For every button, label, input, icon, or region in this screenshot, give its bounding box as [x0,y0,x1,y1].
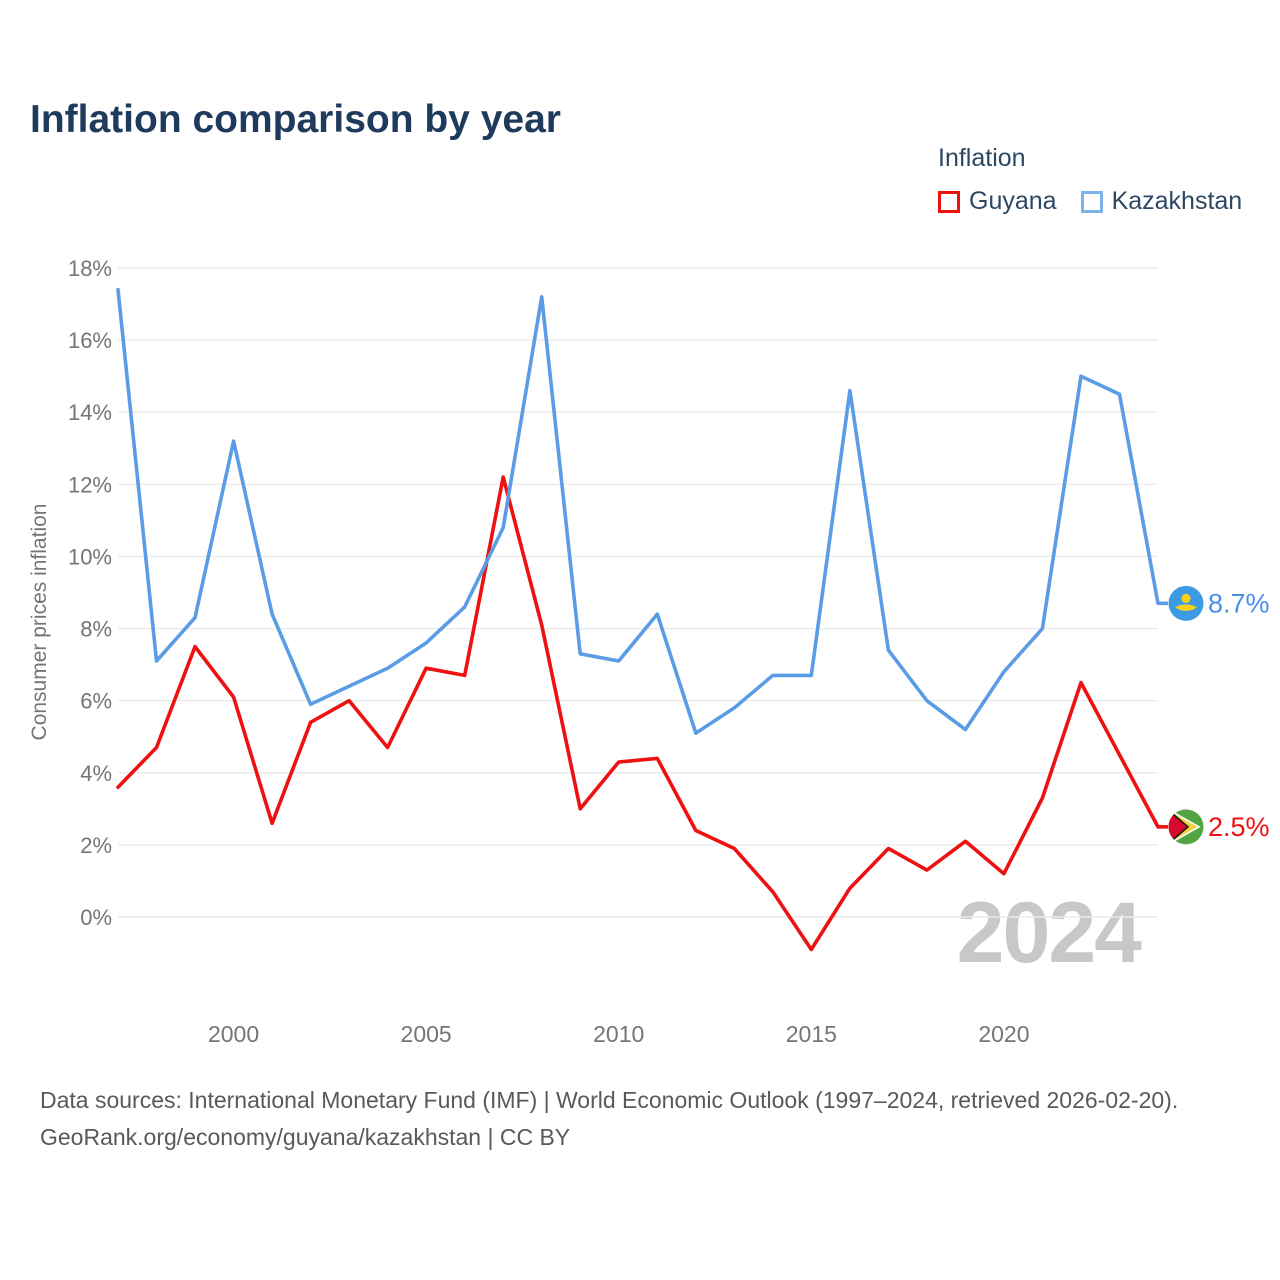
x-tick-label: 2010 [593,1021,644,1047]
y-tick-label: 2% [80,833,112,858]
x-tick-label: 2015 [786,1021,837,1047]
y-axis-title: Consumer prices inflation [28,504,51,741]
data-sources-text: Data sources: International Monetary Fun… [40,1087,1179,1113]
x-tick-label: 2000 [208,1021,259,1047]
legend-label-guyana: Guyana [969,187,1057,215]
legend-label-kazakhstan: Kazakhstan [1111,187,1243,215]
chart-legend: Inflation Guyana Kazakhstan [938,144,1250,216]
y-tick-label: 4% [80,761,112,786]
guyana-end-value-label: 2.5% [1208,812,1270,842]
guyana-flag-icon [1168,809,1204,845]
kazakhstan-series-swatch [1080,190,1103,213]
y-tick-label: 16% [68,328,112,353]
legend-item-kazakhstan[interactable]: Kazakhstan [1080,187,1243,216]
y-tick-label: 10% [68,544,112,569]
kazakhstan-line [116,287,1160,735]
y-tick-label: 14% [68,400,112,425]
x-tick-label: 2005 [401,1021,452,1047]
kazakhstan-end-value-label: 8.7% [1208,588,1270,618]
chart-footer: Data sources: International Monetary Fun… [40,1082,1240,1156]
georank-attribution-text: GeoRank.org/economy/guyana/kazakhstan | … [40,1124,571,1150]
y-tick-label: 8% [80,617,112,642]
y-tick-label: 6% [80,689,112,714]
guyana-line [116,475,1160,952]
y-tick-label: 18% [68,256,112,281]
watermark-year: 2024 [957,885,1142,981]
legend-title: Inflation [938,144,1026,172]
y-tick-label: 12% [68,472,112,497]
x-tick-label: 2020 [978,1021,1029,1047]
legend-item-guyana[interactable]: Guyana [938,187,1057,216]
inflation-line-chart: 2024 0% 2% 4% 6% 8% 10% 12% 14% 16% 18% 2000 2005 201… [28,256,1270,1047]
y-tick-label: 0% [80,905,112,930]
page-title: Inflation comparison by year [30,98,561,142]
kazakhstan-flag-icon [1168,585,1204,621]
guyana-series-swatch [938,190,960,213]
